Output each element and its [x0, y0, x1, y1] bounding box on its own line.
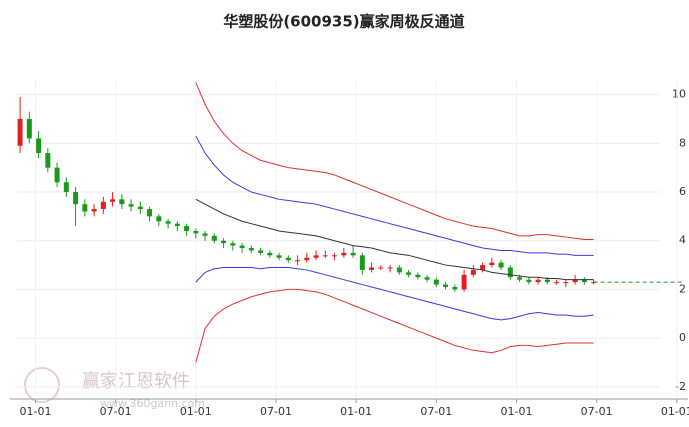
candle-body: [54, 167, 60, 183]
candle-body: [535, 279, 541, 283]
candle-body: [137, 206, 143, 210]
x-tick-label: 07-01: [260, 405, 292, 418]
candle-body: [100, 201, 106, 210]
channel-line: [195, 82, 594, 240]
candle-body: [415, 274, 421, 278]
candle-body: [91, 209, 97, 212]
candle-body: [248, 248, 254, 251]
chart-title: 华塑股份(600935)赢家周极反通道: [223, 13, 464, 31]
candle-body: [73, 192, 79, 205]
channel-line: [195, 267, 594, 321]
channel-line: [195, 198, 594, 281]
candle-body: [452, 286, 458, 290]
candle-body: [433, 279, 439, 285]
candle-body: [443, 284, 449, 287]
candle-body: [489, 262, 495, 266]
candle-body: [517, 277, 523, 280]
y-tick-label: 8: [679, 136, 686, 149]
x-tick-label: 01-01: [501, 405, 533, 418]
candle-body: [147, 209, 153, 217]
candle-body: [36, 138, 42, 154]
candle-body: [378, 267, 384, 269]
candle-body: [165, 221, 171, 224]
candle-body: [581, 279, 587, 283]
candle-body: [461, 274, 467, 290]
candle-body: [267, 252, 273, 256]
watermark-url: www.360gann.com: [100, 397, 205, 410]
candle-body: [26, 118, 32, 139]
candle-body: [211, 235, 217, 241]
candle-body: [285, 257, 291, 261]
candle-body: [322, 255, 328, 257]
candle-body: [396, 267, 402, 273]
candle-body: [174, 223, 180, 227]
x-tick-label: 01-01: [20, 405, 52, 418]
candle-body: [82, 204, 88, 212]
candle-body: [156, 216, 162, 222]
candle-body: [563, 282, 569, 284]
candle-body: [507, 267, 513, 278]
candle-body: [554, 282, 560, 284]
candle-body: [406, 272, 412, 275]
y-tick-label: 6: [679, 185, 686, 198]
candle-body: [110, 199, 116, 202]
candle-body: [258, 250, 264, 253]
candle-body: [470, 269, 476, 275]
candle-body: [221, 240, 227, 244]
x-tick-label: 07-01: [420, 405, 452, 418]
candle-body: [313, 255, 319, 258]
x-tick-label: 01-01: [661, 405, 689, 418]
watermark: 赢家江恩软件 www.360gann.com: [24, 367, 205, 410]
candle-body: [359, 255, 365, 270]
x-tick-label: 07-01: [100, 405, 132, 418]
candle-body: [332, 255, 338, 257]
candle-body: [63, 182, 69, 193]
candle-body: [45, 153, 51, 168]
channel-line: [195, 288, 594, 363]
watermark-text: 赢家江恩软件: [82, 370, 190, 392]
candle-body: [17, 118, 23, 146]
candle-body: [350, 252, 356, 256]
candle-body: [295, 260, 301, 262]
x-tick-label: 01-01: [340, 405, 372, 418]
y-tick-label: 10: [672, 88, 686, 101]
candle-body: [526, 279, 532, 283]
candle-body: [230, 243, 236, 246]
candle-body: [544, 279, 550, 283]
candle-body: [276, 255, 282, 258]
candle-body: [239, 245, 245, 249]
candle-body: [184, 226, 190, 231]
candle-body: [193, 230, 199, 234]
candle-body: [119, 199, 125, 205]
candle-body: [424, 277, 430, 280]
candle-body: [387, 267, 393, 269]
candle-body: [498, 262, 504, 268]
candle-body: [572, 279, 578, 283]
y-tick-label: -2: [675, 380, 686, 393]
candle-body: [369, 267, 375, 270]
candle-body: [341, 252, 347, 256]
candle-body: [202, 233, 208, 236]
channel-line: [195, 135, 594, 256]
y-tick-label: 0: [679, 331, 686, 344]
y-tick-label: 4: [679, 234, 686, 247]
candle-body: [304, 257, 310, 261]
candle-body: [128, 204, 134, 207]
x-tick-label: 01-01: [180, 405, 212, 418]
watermark-logo: [24, 367, 60, 403]
candle-body: [480, 265, 486, 270]
y-tick-label: 2: [679, 282, 686, 295]
x-tick-label: 07-01: [581, 405, 613, 418]
